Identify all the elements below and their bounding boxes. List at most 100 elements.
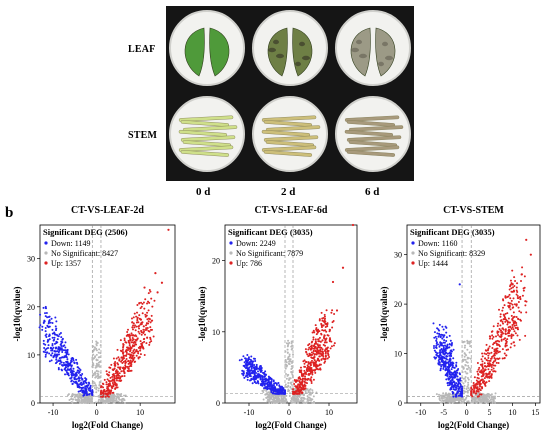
point-up	[489, 357, 492, 360]
point-not-significant	[91, 358, 94, 361]
point-not-significant	[483, 394, 486, 397]
point-down	[55, 346, 58, 349]
point-up	[135, 315, 138, 318]
point-not-significant	[494, 401, 497, 404]
point-up	[480, 370, 483, 373]
point-up	[483, 362, 486, 365]
point-up	[109, 380, 112, 383]
point-up	[298, 380, 301, 383]
point-down	[71, 382, 74, 385]
y-tick-label: 10	[212, 328, 220, 337]
point-not-significant	[91, 363, 94, 366]
point-up	[292, 388, 294, 391]
point-up	[509, 297, 512, 300]
point-up	[504, 330, 507, 333]
point-not-significant	[266, 395, 269, 398]
point-down	[249, 363, 252, 366]
y-tick-label: 0	[31, 399, 35, 408]
point-not-significant	[123, 394, 126, 397]
point-up	[137, 352, 140, 355]
point-up	[297, 392, 300, 395]
point-up	[150, 340, 153, 343]
point-up	[105, 370, 108, 373]
point-not-significant	[72, 398, 75, 401]
point-down	[47, 339, 50, 342]
point-up	[317, 338, 320, 341]
point-up	[310, 346, 313, 349]
x-tick-label: -10	[48, 408, 59, 417]
point-up	[492, 335, 495, 338]
point-not-significant	[95, 347, 98, 350]
point-down	[450, 344, 453, 347]
point-not-significant	[288, 353, 291, 356]
point-not-significant	[461, 398, 464, 401]
point-up	[142, 330, 145, 333]
point-down	[450, 354, 453, 357]
point-down	[271, 392, 274, 395]
point-down	[238, 359, 241, 362]
point-up	[499, 313, 502, 316]
point-up	[292, 392, 294, 395]
point-down	[65, 356, 68, 359]
point-down	[84, 390, 87, 393]
point-not-significant	[85, 395, 88, 398]
point-up	[494, 359, 497, 362]
point-up	[130, 317, 133, 320]
point-not-significant	[464, 344, 467, 347]
point-up	[298, 369, 301, 372]
point-up	[313, 359, 316, 362]
point-down	[452, 357, 455, 360]
point-up	[314, 362, 317, 365]
point-not-significant	[290, 401, 293, 404]
point-down	[450, 343, 453, 346]
stem-piece	[344, 115, 400, 122]
point-up	[303, 380, 306, 383]
point-down	[450, 361, 453, 364]
point-down	[255, 365, 258, 368]
point-up	[315, 333, 318, 336]
point-down	[450, 368, 453, 371]
point-up	[148, 289, 151, 292]
point-down	[263, 378, 266, 381]
point-up	[321, 319, 324, 322]
point-up	[309, 348, 312, 351]
point-down	[84, 379, 87, 382]
point-up	[141, 344, 144, 347]
point-down	[85, 394, 88, 397]
point-not-significant	[474, 394, 477, 397]
point-up	[135, 354, 138, 357]
point-not-significant	[291, 373, 294, 376]
stem-bundle	[261, 115, 321, 157]
point-down	[65, 353, 68, 356]
point-up	[505, 342, 508, 345]
point-not-significant	[469, 357, 472, 360]
point-not-significant	[439, 401, 442, 404]
point-up	[515, 324, 518, 327]
point-down	[62, 349, 65, 352]
point-down	[61, 337, 64, 340]
point-not-significant	[117, 395, 120, 398]
point-up	[504, 332, 507, 335]
point-not-significant	[468, 388, 471, 391]
point-up	[481, 363, 484, 366]
point-not-significant	[443, 401, 446, 404]
point-down	[459, 379, 462, 382]
point-up	[125, 341, 128, 344]
point-up	[298, 370, 301, 373]
point-up	[314, 324, 317, 327]
point-up	[501, 320, 504, 323]
point-up	[491, 330, 494, 333]
point-up	[143, 337, 146, 340]
point-down	[250, 367, 253, 370]
point-up	[510, 282, 513, 285]
point-not-significant	[470, 401, 473, 404]
point-down	[261, 376, 264, 379]
point-up	[110, 363, 113, 366]
point-up	[511, 303, 514, 306]
point-not-significant	[461, 376, 464, 379]
point-up	[496, 357, 499, 360]
point-down	[57, 367, 60, 370]
point-up	[489, 335, 492, 338]
point-up	[513, 276, 516, 279]
point-up	[315, 328, 318, 331]
